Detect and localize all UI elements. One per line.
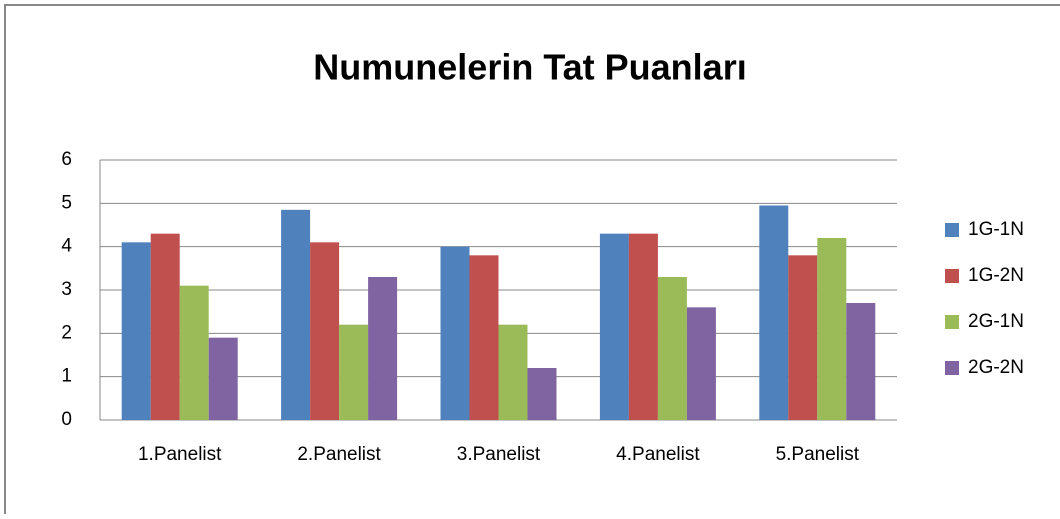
bar [121, 242, 151, 420]
bar [788, 255, 818, 420]
bar [846, 303, 876, 420]
x-tick-label: 5.Panelist [776, 444, 860, 465]
bar [179, 285, 209, 420]
y-tick-label: 5 [61, 192, 72, 213]
legend-swatch [945, 269, 959, 283]
bar [339, 324, 369, 420]
legend-label: 1G-1N [968, 219, 1024, 240]
bar [469, 255, 499, 420]
legend-swatch [945, 361, 959, 375]
y-tick-label: 4 [61, 236, 72, 257]
bar [759, 205, 789, 420]
legend-label: 2G-2N [968, 357, 1024, 378]
bar [281, 209, 311, 420]
y-tick-label: 1 [61, 366, 72, 387]
bar [599, 233, 629, 420]
bar [440, 246, 470, 420]
chart-frame [4, 4, 1060, 519]
legend-swatch [945, 315, 959, 329]
bar [208, 337, 238, 420]
y-tick-label: 3 [61, 279, 72, 300]
legend-label: 1G-2N [968, 265, 1024, 286]
x-tick-label: 3.Panelist [457, 444, 541, 465]
legend-label: 2G-1N [968, 311, 1024, 332]
chart-title: Numunelerin Tat Puanları [313, 47, 746, 88]
y-tick-label: 2 [61, 322, 72, 343]
bar [310, 242, 340, 420]
bar [657, 277, 687, 420]
bar [527, 368, 557, 420]
bar [368, 277, 398, 420]
y-tick-label: 6 [61, 149, 72, 170]
legend-swatch [945, 223, 959, 237]
bar [628, 233, 658, 420]
bar [686, 307, 716, 420]
x-tick-label: 2.Panelist [297, 444, 381, 465]
bar [817, 238, 847, 420]
x-tick-label: 1.Panelist [138, 444, 222, 465]
bar [498, 324, 528, 420]
y-tick-label: 0 [61, 409, 72, 430]
bar [150, 233, 180, 420]
x-tick-label: 4.Panelist [616, 444, 700, 465]
